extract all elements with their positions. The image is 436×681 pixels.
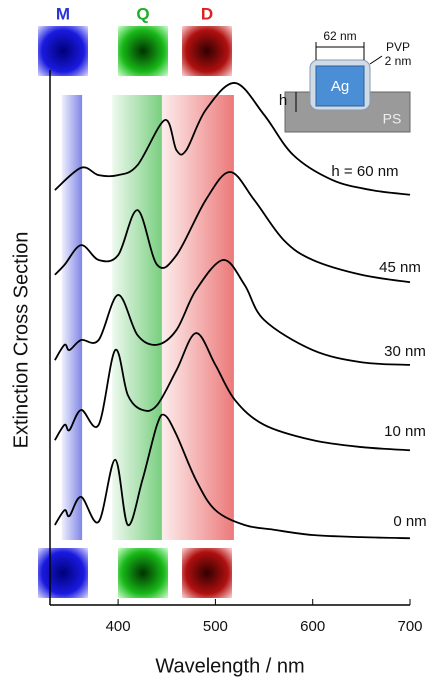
series-label: 10 nm — [384, 423, 426, 440]
series-label: 45 nm — [379, 259, 421, 276]
band-label: D — [201, 4, 213, 23]
series-label: 30 nm — [384, 343, 426, 360]
mode-image — [38, 548, 88, 598]
y-axis-label: Extinction Cross Section — [10, 232, 32, 449]
inset-label: PS — [383, 111, 402, 127]
curve — [54, 82, 411, 196]
band-label: Q — [136, 4, 149, 23]
series-label: h = 60 nm — [331, 163, 398, 180]
inset-label: 62 nm — [323, 29, 356, 43]
band — [161, 95, 234, 540]
inset-label: 2 nm — [385, 54, 412, 68]
curve — [54, 171, 411, 284]
x-tick-label: 500 — [203, 618, 228, 635]
curve — [54, 259, 411, 366]
x-tick-label: 700 — [397, 618, 422, 635]
curve — [54, 413, 411, 540]
pointer — [369, 55, 383, 65]
mode-image — [118, 26, 168, 76]
mode-image — [182, 548, 232, 598]
inset-label: h — [279, 92, 287, 109]
curve — [54, 332, 411, 452]
inset: 62 nm PVP 2 nm Ag h PS — [279, 29, 412, 133]
x-axis-label: Wavelength / nm — [155, 655, 304, 677]
mode-image — [38, 26, 88, 76]
series-label: 0 nm — [393, 513, 426, 530]
x-tick-label: 600 — [300, 618, 325, 635]
x-tick-label: 400 — [106, 618, 131, 635]
band — [112, 95, 162, 540]
mode-images — [38, 26, 232, 598]
mode-image — [182, 26, 232, 76]
band-label: M — [56, 4, 70, 23]
mode-image — [118, 548, 168, 598]
inset-label: PVP — [386, 40, 410, 54]
particle — [315, 65, 365, 107]
inset-label: Ag — [331, 78, 349, 95]
band — [61, 95, 83, 540]
